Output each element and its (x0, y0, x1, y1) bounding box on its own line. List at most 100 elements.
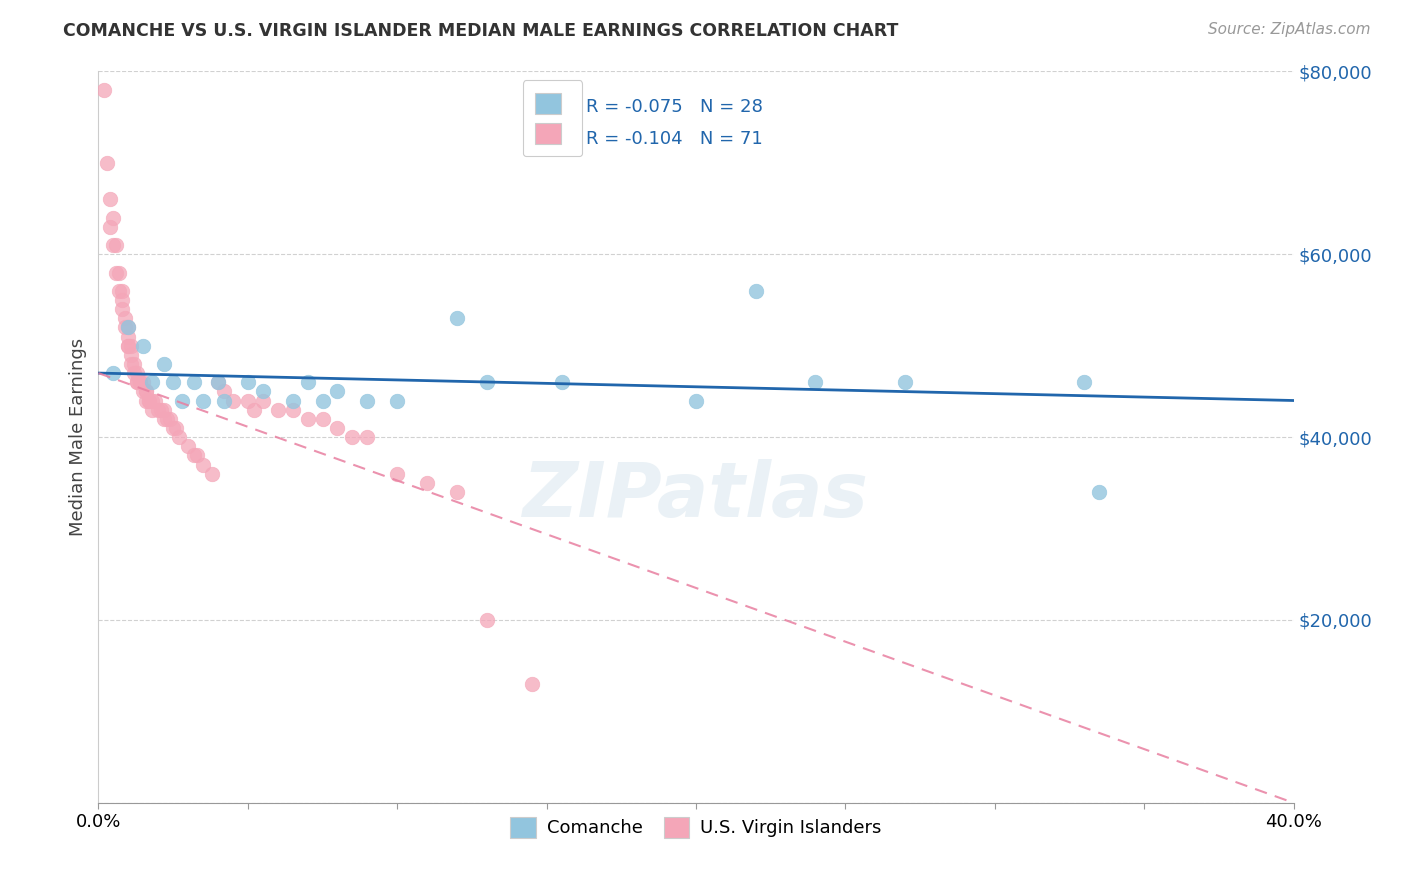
Point (236, 393, 259, 408)
Point (183, 375, 205, 389)
Point (132, 384, 155, 399)
Point (281, 393, 304, 408)
Point (108, 284, 131, 298)
Text: ZIPatlas: ZIPatlas (523, 458, 869, 533)
Point (475, 375, 498, 389)
Point (475, 613, 498, 627)
Point (117, 329, 139, 343)
Point (342, 430, 364, 444)
Point (207, 375, 229, 389)
Point (98, 219, 122, 234)
Legend: Comanche, U.S. Virgin Islanders: Comanche, U.S. Virgin Islanders (503, 810, 889, 845)
Point (159, 411, 181, 425)
Point (117, 320, 139, 334)
Point (93, 82, 115, 96)
Point (135, 393, 157, 408)
Point (141, 393, 163, 408)
Point (326, 384, 349, 399)
Point (150, 402, 173, 417)
Point (167, 430, 190, 444)
Point (129, 375, 152, 389)
Point (103, 366, 125, 380)
Point (311, 393, 333, 408)
Point (745, 284, 768, 298)
Point (165, 421, 187, 435)
Point (685, 393, 707, 408)
Point (222, 393, 245, 408)
Point (143, 393, 166, 408)
Point (236, 375, 259, 389)
Point (267, 402, 290, 417)
Text: R = -0.075   N = 28: R = -0.075 N = 28 (586, 98, 762, 116)
Point (141, 402, 163, 417)
Point (212, 384, 235, 399)
Point (894, 375, 917, 389)
Point (162, 375, 184, 389)
Point (117, 320, 139, 334)
Point (311, 411, 333, 425)
Point (135, 384, 157, 399)
Point (132, 375, 155, 389)
Point (124, 357, 146, 371)
Point (297, 375, 319, 389)
Point (201, 467, 224, 481)
Y-axis label: Median Male Earnings: Median Male Earnings (69, 338, 87, 536)
Point (105, 266, 128, 280)
Point (162, 421, 184, 435)
Point (281, 402, 304, 417)
Point (153, 402, 176, 417)
Point (120, 357, 142, 371)
Point (177, 439, 200, 453)
Point (96, 155, 118, 169)
Point (127, 375, 149, 389)
Point (111, 284, 134, 298)
Point (446, 484, 468, 499)
Point (183, 448, 205, 462)
Text: R = -0.104   N = 71: R = -0.104 N = 71 (586, 130, 762, 148)
Point (191, 393, 214, 408)
Point (114, 320, 136, 334)
Point (252, 393, 274, 408)
Point (1073, 375, 1095, 389)
Point (326, 421, 349, 435)
Point (141, 375, 163, 389)
Point (108, 266, 131, 280)
Point (135, 384, 157, 399)
Point (111, 301, 134, 317)
Point (138, 393, 160, 408)
Point (103, 211, 125, 225)
Point (127, 375, 149, 389)
Point (117, 338, 139, 352)
Point (804, 375, 827, 389)
Point (186, 448, 208, 462)
Point (446, 311, 468, 326)
Point (153, 411, 176, 425)
Point (243, 402, 266, 417)
Point (520, 677, 543, 691)
Point (111, 293, 134, 307)
Point (550, 375, 572, 389)
Point (120, 348, 142, 362)
Point (98, 192, 122, 206)
Point (153, 357, 176, 371)
Point (207, 375, 229, 389)
Point (138, 393, 160, 408)
Point (385, 393, 409, 408)
Point (416, 475, 439, 490)
Point (212, 393, 235, 408)
Point (191, 458, 214, 472)
Point (132, 338, 155, 352)
Point (385, 467, 409, 481)
Point (1088, 484, 1111, 499)
Point (156, 411, 179, 425)
Point (103, 238, 125, 252)
Point (148, 402, 170, 417)
Point (252, 384, 274, 399)
Point (297, 411, 319, 425)
Text: COMANCHE VS U.S. VIRGIN ISLANDER MEDIAN MALE EARNINGS CORRELATION CHART: COMANCHE VS U.S. VIRGIN ISLANDER MEDIAN … (63, 22, 898, 40)
Point (356, 430, 378, 444)
Point (127, 366, 149, 380)
Point (124, 366, 146, 380)
Point (114, 311, 136, 326)
Point (120, 338, 142, 352)
